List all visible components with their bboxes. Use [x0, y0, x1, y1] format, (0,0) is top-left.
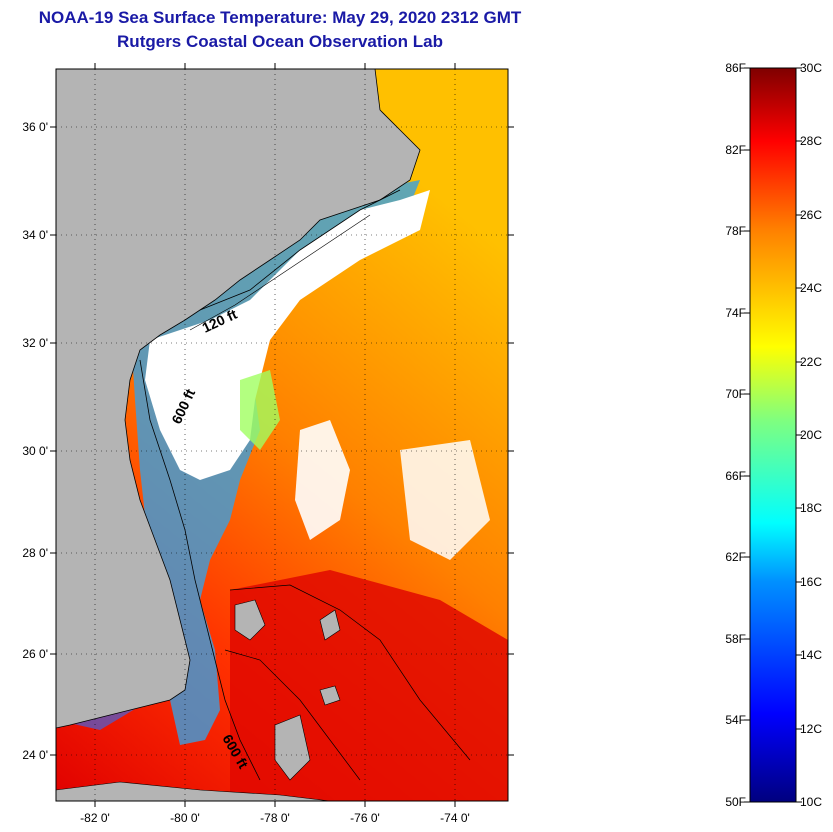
map-subtitle: Rutgers Coastal Ocean Observation Lab [117, 32, 443, 51]
map-ticks [50, 63, 514, 807]
cbar-c-24: 24C [800, 281, 822, 295]
cbar-f-66: 66F [725, 469, 746, 483]
cbar-c-22: 22C [800, 355, 822, 369]
lon-label-78: -78 0' [260, 811, 290, 825]
cbar-c-16: 16C [800, 575, 822, 589]
cbar-c-20: 20C [800, 428, 822, 442]
lat-label-34: 34 0' [22, 228, 48, 242]
cbar-f-58: 58F [725, 632, 746, 646]
cbar-c-28: 28C [800, 134, 822, 148]
map-title: NOAA-19 Sea Surface Temperature: May 29,… [38, 8, 522, 27]
lon-label-80: -80 0' [170, 811, 200, 825]
cbar-c-30: 30C [800, 61, 822, 75]
lon-label-82: -82 0' [80, 811, 110, 825]
cbar-c-12: 12C [800, 722, 822, 736]
cbar-c-18: 18C [800, 501, 822, 515]
colorbar [749, 67, 797, 803]
cbar-f-54: 54F [725, 713, 746, 727]
map-plot-area: 120 ft 600 ft 600 ft [56, 69, 508, 801]
cbar-c-26: 26C [800, 208, 822, 222]
cbar-f-82: 82F [725, 143, 746, 157]
lon-label-76: -76 0' [350, 811, 380, 825]
cbar-f-62: 62F [725, 550, 746, 564]
colorbar-ticks [744, 67, 802, 803]
cbar-c-10: 10C [800, 795, 822, 809]
lat-label-36: 36 0' [22, 120, 48, 134]
lat-label-26: 26 0' [22, 647, 48, 661]
cbar-f-78: 78F [725, 224, 746, 238]
cbar-f-74: 74F [725, 306, 746, 320]
lat-label-30: 30 0' [22, 444, 48, 458]
cbar-f-50: 50F [725, 795, 746, 809]
lon-label-74: -74 0' [440, 811, 470, 825]
cbar-f-70: 70F [725, 387, 746, 401]
lat-label-24: 24 0' [22, 748, 48, 762]
map-frame [55, 68, 509, 802]
cbar-c-14: 14C [800, 648, 822, 662]
lat-label-28: 28 0' [22, 546, 48, 560]
cbar-f-86: 86F [725, 61, 746, 75]
lat-label-32: 32 0' [22, 336, 48, 350]
